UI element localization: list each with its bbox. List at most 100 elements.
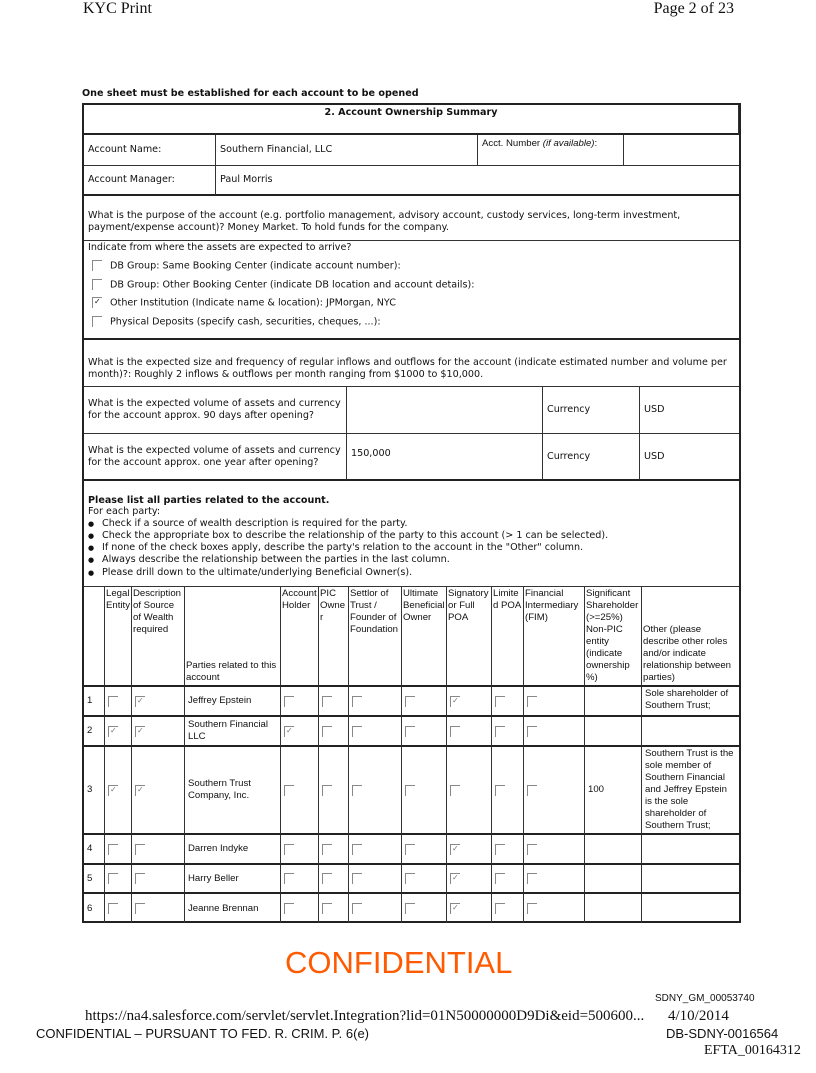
col-ubo-cell[interactable] [402, 717, 447, 747]
checkbox[interactable] [322, 873, 332, 884]
checkbox[interactable] [450, 902, 460, 914]
checkbox[interactable] [450, 872, 460, 884]
checkbox[interactable] [108, 695, 118, 707]
col-signatory-cell[interactable] [447, 747, 492, 835]
col-limited-poa-cell[interactable] [492, 894, 524, 923]
col-limited-poa-cell[interactable] [492, 865, 524, 894]
checkbox[interactable] [527, 784, 537, 796]
checkbox[interactable] [352, 784, 362, 796]
col-settlor-cell[interactable] [349, 687, 402, 717]
col-pic-owner-cell[interactable] [319, 865, 349, 894]
col-account-holder-cell[interactable] [281, 894, 319, 923]
col-settlor-cell[interactable] [349, 835, 402, 865]
col-fim-cell[interactable] [524, 894, 585, 923]
checkbox[interactable] [284, 695, 294, 707]
col-source-of-wealth-cell[interactable] [132, 747, 185, 835]
checkbox[interactable] [352, 903, 362, 914]
checkbox[interactable] [284, 784, 294, 796]
col-limited-poa-cell[interactable] [492, 717, 524, 747]
checkbox[interactable] [527, 843, 537, 855]
checkbox[interactable] [352, 695, 362, 707]
checkbox[interactable] [135, 725, 145, 737]
col-account-holder-cell[interactable] [281, 835, 319, 865]
checkbox[interactable] [495, 784, 505, 796]
checkbox[interactable] [527, 873, 537, 884]
col-source-of-wealth-cell[interactable] [132, 687, 185, 717]
checkbox[interactable] [135, 784, 145, 796]
checkbox[interactable] [92, 296, 102, 308]
checkbox[interactable] [108, 873, 118, 884]
checkbox[interactable] [450, 695, 460, 707]
col-account-holder-cell[interactable] [281, 717, 319, 747]
asset-option-other-booking[interactable]: DB Group: Other Booking Center (indicate… [92, 278, 735, 292]
col-ubo-cell[interactable] [402, 865, 447, 894]
checkbox[interactable] [352, 843, 362, 855]
checkbox[interactable] [405, 903, 415, 914]
col-signatory-cell[interactable] [447, 687, 492, 717]
col-pic-owner-cell[interactable] [319, 835, 349, 865]
col-fim-cell[interactable] [524, 747, 585, 835]
col-account-holder-cell[interactable] [281, 865, 319, 894]
checkbox[interactable] [284, 843, 294, 855]
col-account-holder-cell[interactable] [281, 747, 319, 835]
col-pic-owner-cell[interactable] [319, 717, 349, 747]
col-account-holder-cell[interactable] [281, 687, 319, 717]
checkbox[interactable] [135, 695, 145, 707]
checkbox[interactable] [495, 873, 505, 884]
col-pic-owner-cell[interactable] [319, 894, 349, 923]
col-limited-poa-cell[interactable] [492, 687, 524, 717]
checkbox[interactable] [92, 315, 102, 327]
asset-option-same-booking[interactable]: DB Group: Same Booking Center (indicate … [92, 260, 735, 273]
col-ubo-cell[interactable] [402, 747, 447, 835]
col-source-of-wealth-cell[interactable] [132, 835, 185, 865]
col-ubo-cell[interactable] [402, 894, 447, 923]
col-settlor-cell[interactable] [349, 865, 402, 894]
col-pic-owner-cell[interactable] [319, 687, 349, 717]
col-signatory-cell[interactable] [447, 894, 492, 923]
checkbox[interactable] [108, 784, 118, 796]
checkbox[interactable] [527, 725, 537, 737]
col-source-of-wealth-cell[interactable] [132, 717, 185, 747]
col-settlor-cell[interactable] [349, 747, 402, 835]
checkbox[interactable] [108, 843, 118, 855]
col-legal-entity-cell[interactable] [105, 894, 132, 923]
checkbox[interactable] [284, 725, 294, 737]
col-signatory-cell[interactable] [447, 865, 492, 894]
checkbox[interactable] [450, 725, 460, 737]
col-legal-entity-cell[interactable] [105, 865, 132, 894]
col-settlor-cell[interactable] [349, 717, 402, 747]
col-source-of-wealth-cell[interactable] [132, 865, 185, 894]
col-pic-owner-cell[interactable] [319, 747, 349, 835]
account-number-value[interactable] [624, 135, 739, 166]
col-fim-cell[interactable] [524, 717, 585, 747]
col-legal-entity-cell[interactable] [105, 747, 132, 835]
checkbox[interactable] [450, 843, 460, 855]
checkbox[interactable] [352, 873, 362, 884]
checkbox[interactable] [135, 873, 145, 884]
col-legal-entity-cell[interactable] [105, 835, 132, 865]
checkbox[interactable] [322, 784, 332, 796]
checkbox[interactable] [322, 843, 332, 855]
col-fim-cell[interactable] [524, 835, 585, 865]
col-signatory-cell[interactable] [447, 717, 492, 747]
checkbox[interactable] [352, 725, 362, 737]
asset-option-physical-deposits[interactable]: Physical Deposits (specify cash, securit… [92, 315, 735, 329]
checkbox[interactable] [322, 695, 332, 707]
checkbox[interactable] [135, 843, 145, 855]
checkbox[interactable] [450, 784, 460, 796]
checkbox[interactable] [495, 695, 505, 707]
checkbox[interactable] [135, 903, 145, 914]
checkbox[interactable] [527, 695, 537, 707]
checkbox[interactable] [495, 725, 505, 737]
asset-option-other-institution[interactable]: Other Institution (Indicate name & locat… [92, 296, 735, 310]
checkbox[interactable] [322, 903, 332, 914]
checkbox[interactable] [495, 903, 505, 914]
col-legal-entity-cell[interactable] [105, 717, 132, 747]
checkbox[interactable] [405, 843, 415, 855]
col-settlor-cell[interactable] [349, 894, 402, 923]
col-ubo-cell[interactable] [402, 687, 447, 717]
col-ubo-cell[interactable] [402, 835, 447, 865]
checkbox[interactable] [92, 278, 102, 290]
checkbox[interactable] [284, 903, 294, 914]
checkbox[interactable] [405, 873, 415, 884]
